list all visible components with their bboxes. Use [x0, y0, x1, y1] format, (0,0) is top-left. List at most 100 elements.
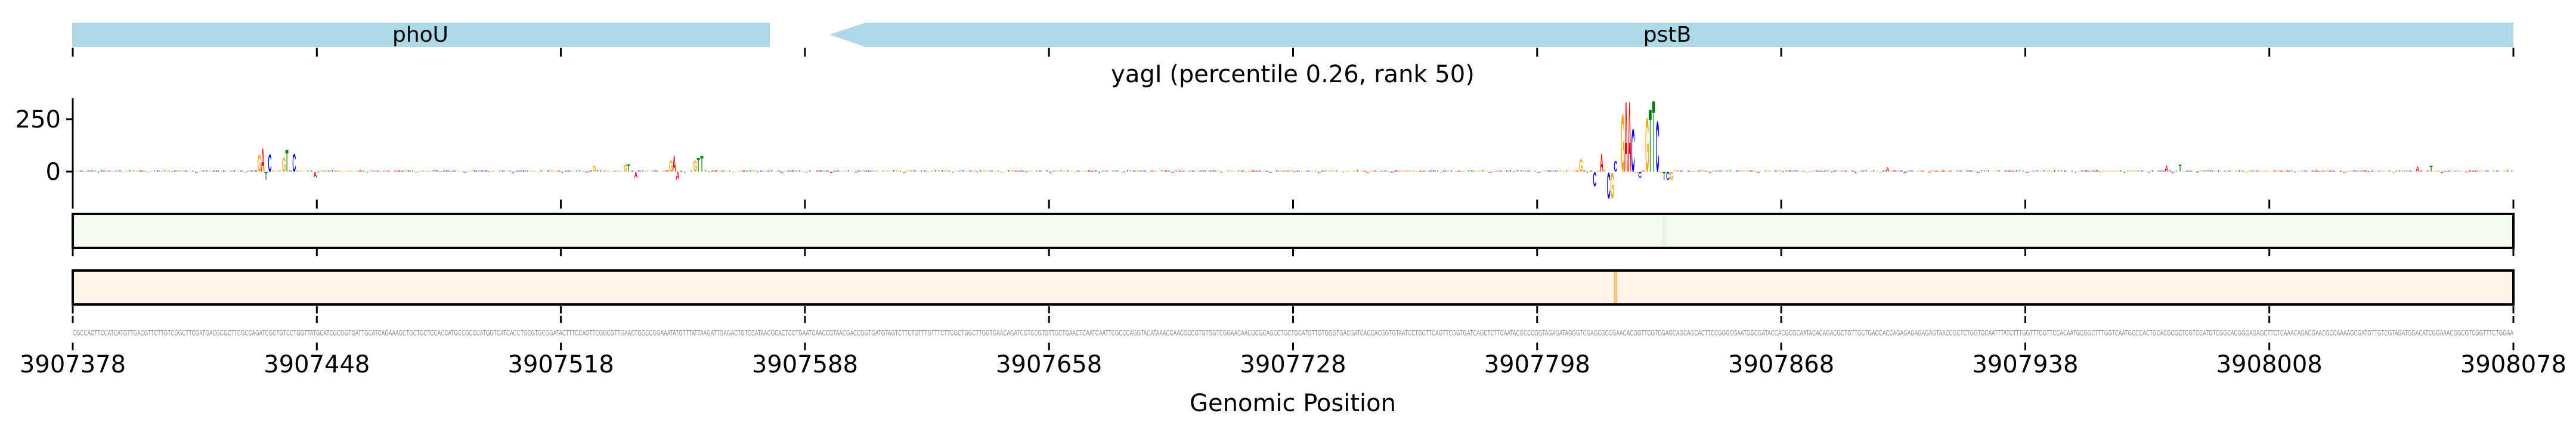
logo-letter: T: [2151, 170, 2154, 172]
logo-letter: G: [1931, 170, 1936, 172]
logo-letter: T: [2238, 170, 2241, 172]
logo-letter: A: [2311, 171, 2315, 172]
logo-letter: C: [335, 171, 339, 172]
logo-letter: C: [2454, 171, 2459, 172]
logo-letter: C: [613, 171, 617, 172]
logo-peak-letter: A: [2165, 163, 2168, 173]
x-tick-label: 3907728: [1240, 351, 1346, 378]
logo-letter: C: [418, 171, 422, 172]
logo-letter: A: [791, 170, 795, 172]
logo-letter: C: [1115, 170, 1119, 172]
logo-letter: T: [317, 172, 320, 173]
logo-letter: C: [990, 170, 994, 172]
logo-letter: A: [1788, 170, 1792, 172]
logo-letter: T: [728, 171, 732, 172]
logo-letter: C: [1506, 171, 1510, 172]
logo-letter: A: [1363, 170, 1367, 172]
logo-letter: T: [599, 170, 602, 172]
logo-letter: T: [2070, 171, 2074, 172]
logo-letter: G: [1701, 170, 1705, 172]
logo-letter: T: [1408, 171, 1411, 172]
logo-letter: C: [1202, 170, 1206, 172]
logo-letter: A: [1537, 172, 1541, 173]
logo-letter: G: [219, 172, 224, 173]
logo-letter: C: [1283, 171, 1287, 172]
logo-letter: T: [1450, 170, 1453, 172]
logo-letter: C: [1143, 170, 1147, 172]
logo-letter: T: [2043, 171, 2046, 172]
logo-letter: T: [2015, 170, 2018, 172]
logo-letter: T: [1300, 171, 1304, 172]
logo-letter: C: [2189, 170, 2193, 172]
logo-letter: T: [2074, 172, 2077, 173]
logo-letter: A: [2472, 171, 2476, 172]
logo-letter: A: [903, 172, 907, 173]
logo-letter: A: [1583, 171, 1587, 172]
logo-letter: T: [1980, 170, 1983, 172]
logo-letter: G: [2154, 171, 2159, 172]
logo-letter: C: [2241, 171, 2246, 172]
logo-letter: A: [589, 170, 593, 172]
logo-letter: T: [1516, 170, 1519, 172]
logo-letter: G: [2349, 171, 2354, 172]
logo-letter: C: [2332, 170, 2336, 172]
logo-letter: T: [1447, 171, 1450, 172]
logo-letter: G: [1290, 170, 1293, 172]
logo-letter: T: [160, 171, 163, 172]
logo-letter: A: [854, 172, 858, 173]
logo-letter: A: [2440, 172, 2444, 174]
logo-y-axis: 250 0: [16, 98, 74, 200]
logo-letter: G: [945, 170, 948, 172]
logo-letter: G: [2479, 170, 2482, 172]
logo-letter: T: [937, 171, 941, 172]
logo-letter: C: [383, 171, 387, 172]
logo-letter: G: [2276, 170, 2280, 172]
logo-letter: A: [1373, 170, 1377, 172]
logo-letter: C: [1453, 171, 1457, 172]
logo-peak-letter: G: [1645, 102, 1649, 188]
logo-letter: T: [163, 171, 166, 172]
logo-letter: C: [174, 170, 178, 172]
logo-letter: C: [1241, 170, 1245, 172]
logo-letter: G: [1990, 171, 1995, 172]
logo-letter: C: [104, 171, 109, 172]
logo-letter: G: [2336, 171, 2340, 172]
logo-letter: A: [1914, 171, 1918, 172]
logo-letter: C: [2032, 171, 2036, 172]
logo-letter: T: [2036, 170, 2039, 172]
logo-letter: C: [840, 171, 844, 172]
logo-letter: T: [892, 171, 895, 172]
logo-letter: T: [1998, 170, 2001, 172]
logo-letter: T: [1356, 170, 1359, 172]
logo-peak-letter: G: [1579, 156, 1583, 176]
logo-letter: A: [1265, 171, 1270, 172]
logo-letter: A: [1837, 171, 1841, 172]
x-axis-label: Genomic Position: [1190, 390, 1396, 417]
logo-letter: T: [1070, 171, 1073, 172]
logo-letter: T: [1872, 170, 1875, 172]
logo-letter: G: [135, 170, 140, 172]
logo-letter: G: [1304, 171, 1308, 172]
logo-letter: C: [1704, 171, 1708, 172]
logo-letter: A: [86, 171, 91, 172]
track-1: [72, 213, 2515, 249]
logo-letter: T: [2290, 171, 2294, 172]
logo-letter: G: [1994, 171, 1998, 172]
logo-letter: A: [711, 170, 715, 172]
logo-letter: A: [735, 171, 739, 172]
logo-letter: G: [550, 170, 555, 172]
logo-letter: T: [1586, 172, 1589, 174]
logo-peak-letter: G: [592, 165, 596, 174]
logo-letter: C: [1213, 170, 1216, 172]
logo-letter: A: [1286, 170, 1290, 172]
logo-letter: T: [1729, 170, 1732, 172]
logo-letter: C: [913, 170, 917, 172]
logo-letter: C: [501, 170, 506, 172]
logo-letter: G: [554, 171, 558, 172]
logo-letter: C: [1432, 170, 1436, 172]
logo-letter: C: [1910, 170, 1914, 172]
x-tick-label: 3908078: [2460, 351, 2566, 378]
logo-letter: A: [516, 171, 520, 172]
logo-letter: C: [2485, 170, 2490, 172]
logo-letter: C: [1907, 171, 1911, 172]
